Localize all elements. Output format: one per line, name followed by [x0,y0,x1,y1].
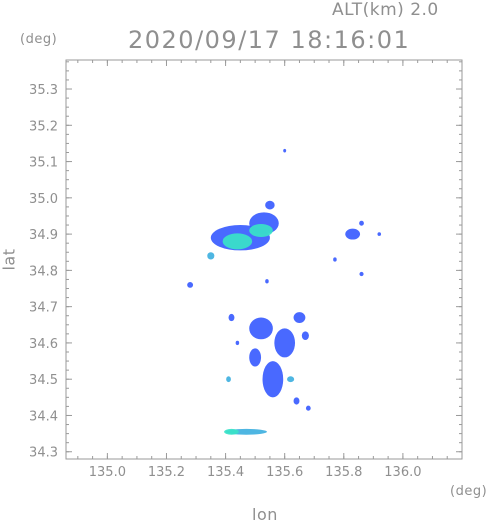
y-axis-unit: (deg) [20,32,58,47]
echo-cell [283,148,287,153]
echo-cell [333,257,337,262]
echo-cell [359,271,364,277]
echo-cell [265,279,269,284]
echo-cell [224,428,239,435]
x-tick-label: 135.6 [266,465,303,480]
echo-cell [228,313,235,322]
y-tick-label: 35.1 [29,156,58,171]
echo-cell [301,331,309,341]
y-tick-label: 34.6 [29,337,58,352]
echo-cell [359,220,364,226]
echo-cell [187,281,194,288]
x-axis-unit: (deg) [450,484,488,499]
echo-cell [226,376,231,383]
y-tick-label: 35.0 [29,192,58,207]
echo-cell [377,232,382,236]
plot-frame [65,59,463,460]
echo-cell [249,223,273,238]
y-tick-label: 34.5 [29,373,58,388]
echo-cell [345,228,361,240]
y-tick-label: 35.2 [29,119,58,134]
echo-cell [249,317,273,340]
echo-cell [249,348,262,367]
x-tick-label: 135.4 [207,465,244,480]
echo-cell [305,405,311,411]
echo-cell [222,233,253,250]
y-tick-label: 34.7 [29,301,58,316]
y-tick-label: 34.4 [29,409,58,424]
y-tick-label: 34.9 [29,228,58,243]
x-axis-label: lon [252,505,278,524]
x-tick-label: 135.8 [325,465,362,480]
timestamp: 2020/09/17 18:16:01 [128,26,411,54]
y-tick-label: 34.3 [29,446,58,461]
echo-cell [262,361,284,398]
echo-cell [235,340,240,346]
x-tick-label: 135.2 [148,465,185,480]
echo-cell [293,397,300,405]
x-tick-label: 135.0 [89,465,126,480]
echo-cell [293,312,306,323]
echo-cell [274,328,296,358]
echo-cell [265,200,275,210]
y-tick-label: 34.8 [29,264,58,279]
y-tick-label: 35.3 [29,83,58,98]
x-tick-label: 136.0 [384,465,421,480]
echo-cell [207,252,215,260]
echo-cell [287,376,295,383]
altitude-label: ALT(km) 2.0 [332,0,439,20]
